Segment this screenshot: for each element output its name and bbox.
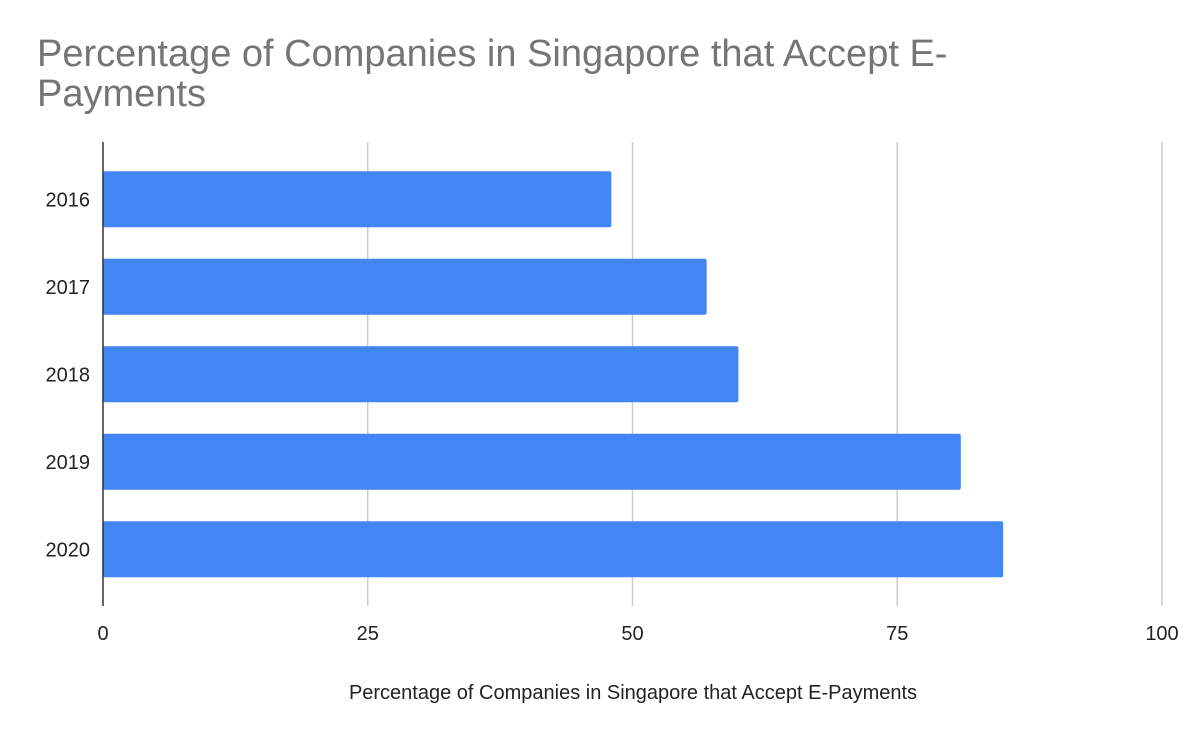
y-tick-label: 2016 bbox=[46, 189, 91, 211]
bar bbox=[103, 171, 612, 228]
x-axis-title: Percentage of Companies in Singapore tha… bbox=[349, 682, 917, 704]
x-tick-labels: 0 25 50 75 100 bbox=[97, 623, 1178, 645]
x-tick-label: 50 bbox=[621, 623, 643, 645]
x-tick-label: 0 bbox=[97, 623, 108, 645]
y-tick-label: 2020 bbox=[46, 539, 91, 561]
chart-title: Percentage of Companies in Singapore tha… bbox=[37, 33, 948, 115]
y-tick-label: 2019 bbox=[46, 452, 91, 474]
bar bbox=[103, 258, 707, 315]
bar bbox=[103, 433, 961, 490]
bar bbox=[103, 521, 1004, 578]
x-tick-label: 75 bbox=[886, 623, 908, 645]
bar bbox=[103, 346, 739, 403]
y-tick-labels: 2016 2017 2018 2019 2020 bbox=[46, 189, 91, 561]
x-tick-label: 25 bbox=[357, 623, 379, 645]
y-tick-label: 2018 bbox=[46, 364, 91, 386]
bars bbox=[103, 171, 1004, 578]
x-tick-label: 100 bbox=[1145, 623, 1178, 645]
y-tick-label: 2017 bbox=[46, 277, 91, 299]
